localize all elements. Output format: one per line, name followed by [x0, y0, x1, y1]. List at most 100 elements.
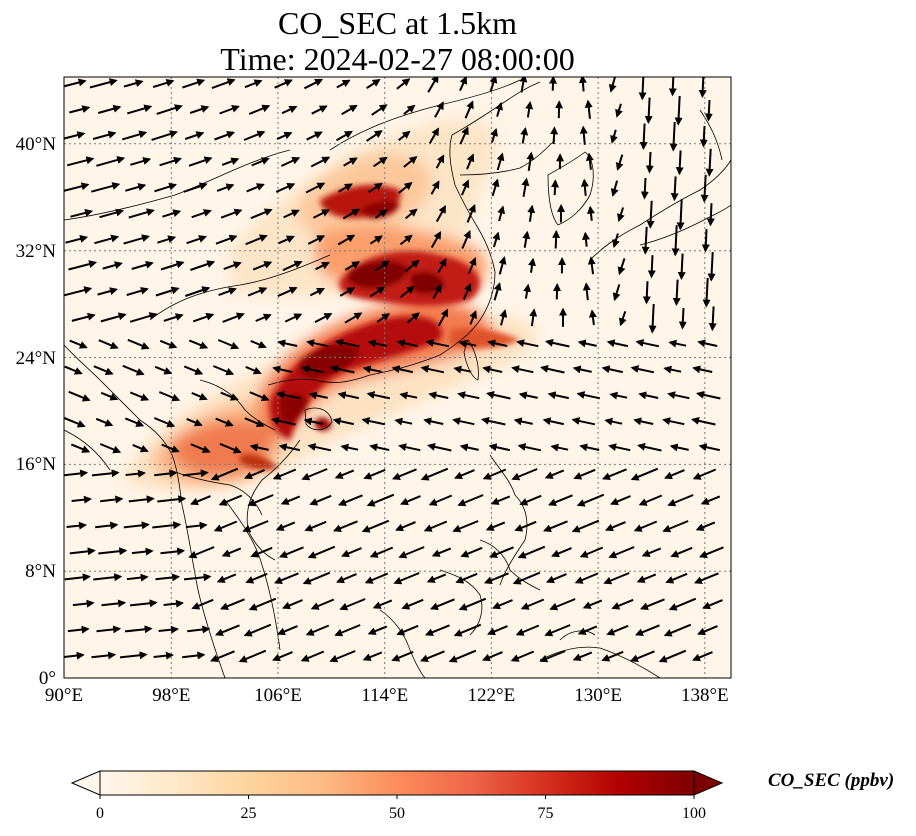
wind-arrow — [341, 547, 362, 558]
wind-arrow — [217, 339, 240, 350]
wind-arrow — [641, 226, 650, 255]
lat-tick-label: 40°N — [16, 134, 57, 155]
wind-arrow — [130, 157, 152, 166]
wind-arrow — [99, 208, 125, 219]
wind-arrow — [280, 157, 301, 167]
wind-arrow — [159, 339, 178, 349]
wind-arrow — [488, 443, 511, 452]
wind-arrow — [343, 157, 358, 167]
wind-arrow — [395, 521, 416, 532]
wind-arrow — [466, 153, 475, 170]
wind-arrow — [212, 365, 235, 376]
wind-arrow — [336, 79, 351, 89]
wind-arrow — [638, 77, 647, 101]
wind-arrow — [637, 442, 662, 452]
wind-arrow — [512, 571, 541, 585]
wind-arrow — [97, 104, 122, 114]
wind-arrow — [608, 546, 635, 559]
wind-arrow — [362, 651, 383, 661]
wind-arrow — [630, 650, 655, 662]
wind-arrow — [192, 312, 215, 323]
wind-arrow — [638, 391, 659, 400]
wind-arrow — [124, 417, 145, 427]
wind-arrow — [484, 572, 509, 584]
wind-arrow — [337, 391, 360, 400]
wind-arrow — [459, 77, 468, 92]
wind-arrow — [633, 417, 654, 426]
wind-arrow — [609, 391, 628, 400]
wind-arrow — [698, 443, 721, 452]
wind-arrow — [467, 257, 477, 274]
wind-arrow — [128, 208, 155, 219]
wind-arrow — [610, 495, 631, 506]
wind-arrow — [606, 339, 629, 348]
wind-arrow — [374, 260, 390, 272]
wind-arrow — [122, 130, 148, 141]
wind-arrow — [662, 417, 685, 426]
wind-arrow — [184, 131, 205, 140]
wind-arrow — [70, 209, 94, 218]
wind-arrow — [663, 623, 692, 637]
wind-arrow — [188, 339, 209, 349]
wind-arrow — [251, 157, 270, 167]
wind-arrow — [314, 313, 333, 323]
wind-arrow — [572, 365, 592, 374]
wind-arrow — [155, 573, 181, 582]
wind-arrow — [633, 520, 658, 532]
wind-arrow — [219, 442, 242, 454]
wind-arrow — [704, 99, 713, 122]
wind-arrow — [578, 77, 587, 92]
wind-arrow — [372, 599, 393, 609]
lon-tick-label: 106°E — [254, 685, 302, 706]
wind-arrow — [362, 365, 382, 374]
wind-arrow — [64, 573, 91, 582]
wind-arrow — [219, 104, 240, 115]
wind-arrow — [277, 339, 298, 348]
wind-arrow — [159, 156, 182, 167]
wind-arrow — [492, 231, 501, 248]
wind-arrow — [545, 338, 570, 348]
wind-arrow — [393, 572, 420, 585]
wind-arrow — [516, 339, 539, 348]
wind-arrow — [540, 364, 565, 374]
wind-arrow — [367, 625, 388, 635]
wind-arrow — [399, 234, 413, 246]
wind-arrow — [161, 443, 180, 453]
wind-arrow — [188, 156, 213, 167]
wind-arrow — [152, 78, 175, 89]
wind-arrow — [489, 77, 498, 92]
wind-arrow — [464, 100, 474, 119]
wind-arrow — [307, 545, 336, 559]
wind-arrow — [277, 286, 298, 298]
wind-arrow — [186, 235, 207, 245]
wind-arrow — [398, 546, 425, 559]
wind-arrow — [586, 205, 595, 221]
wind-arrow — [432, 284, 442, 300]
wind-arrow — [210, 467, 239, 481]
wind-arrow — [492, 599, 513, 610]
wind-arrow — [584, 99, 593, 119]
wind-arrow — [247, 494, 274, 507]
wind-arrow — [99, 443, 122, 454]
colorbar-extend-min — [70, 770, 101, 796]
wind-arrow — [284, 313, 303, 323]
wind-arrow — [576, 493, 605, 507]
wind-arrow — [523, 283, 532, 299]
wind-arrow — [511, 365, 534, 374]
wind-arrow — [454, 469, 475, 480]
wind-arrow — [399, 285, 415, 298]
wind-arrow — [221, 547, 242, 557]
wind-arrow — [70, 443, 91, 453]
wind-arrow — [182, 469, 209, 478]
wind-arrow — [211, 78, 236, 90]
wind-arrow — [100, 312, 127, 323]
wind-arrow — [495, 101, 503, 117]
wind-arrow — [215, 234, 238, 245]
wind-arrow — [647, 255, 656, 279]
wind-arrow — [278, 235, 295, 245]
wind-arrow — [96, 156, 126, 167]
wind-arrow — [238, 649, 267, 663]
wind-arrow — [431, 547, 452, 557]
wind-arrow — [332, 417, 355, 426]
wind-arrow — [664, 469, 685, 480]
